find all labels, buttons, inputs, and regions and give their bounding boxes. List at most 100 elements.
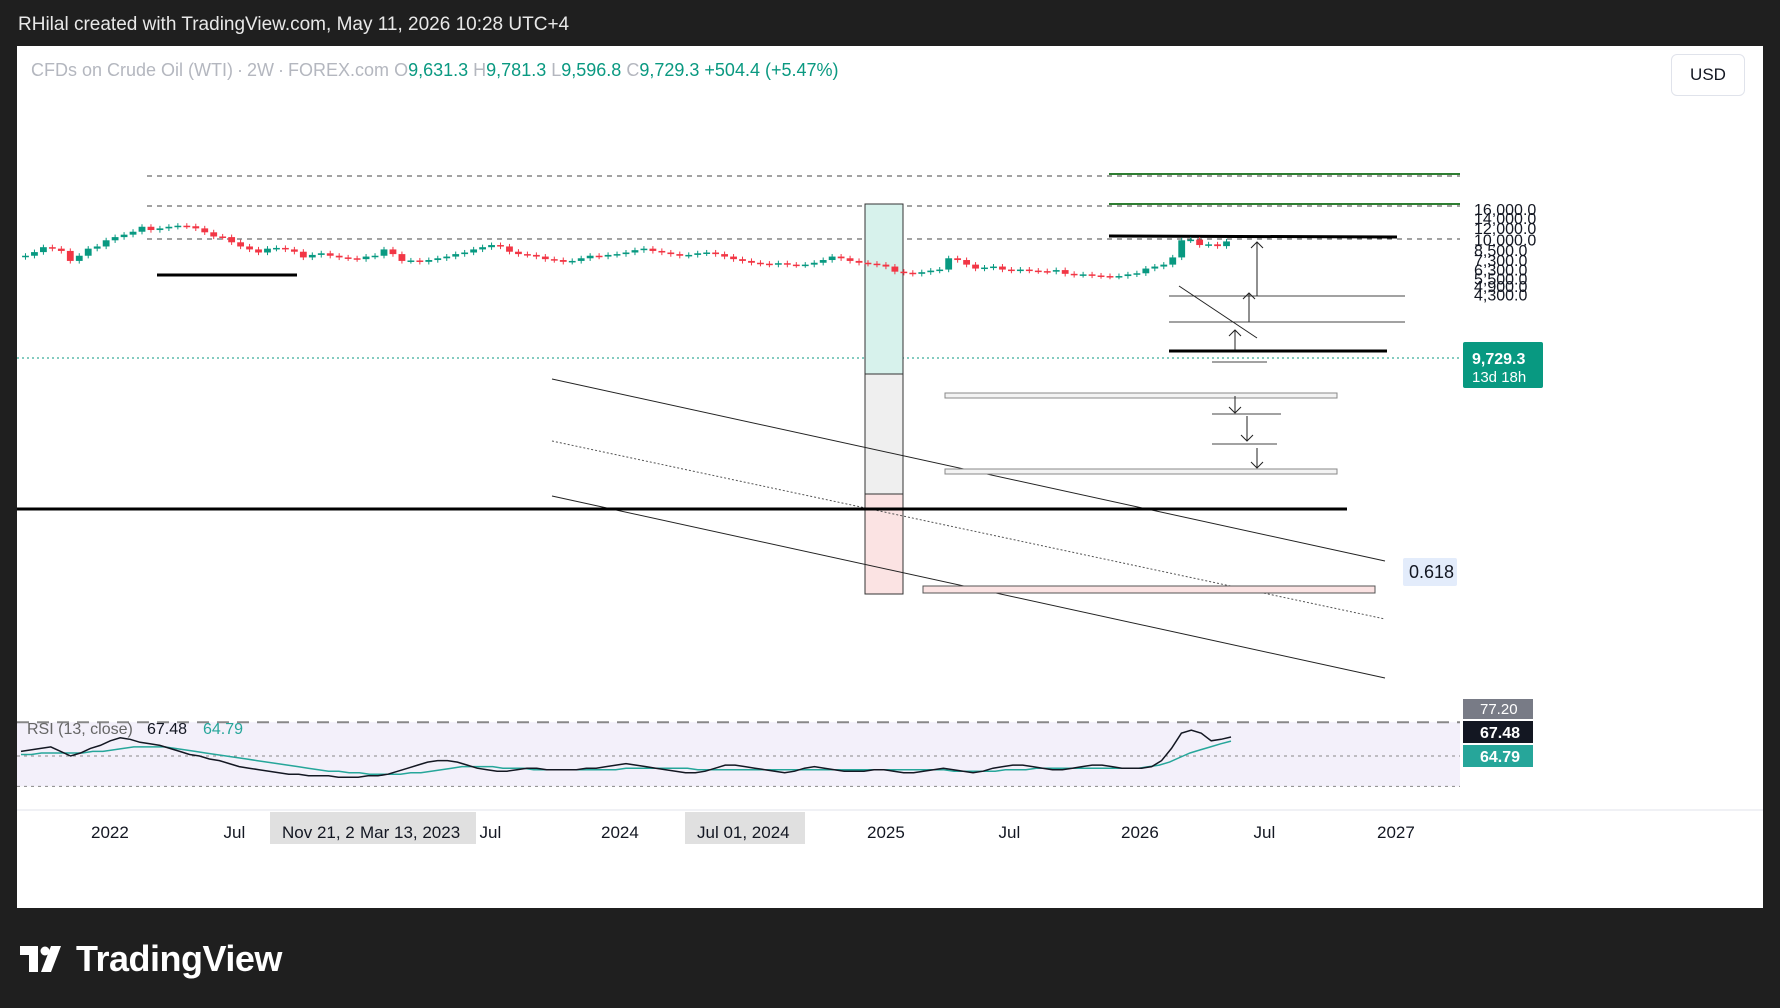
candle-body[interactable] — [954, 258, 962, 261]
candle-body[interactable] — [1052, 270, 1060, 272]
candle-body[interactable] — [470, 249, 478, 253]
candle-body[interactable] — [792, 264, 800, 267]
candle-body[interactable] — [156, 228, 164, 231]
chart-panel[interactable]: 16,000.0 14,000.0 12,000.0 10,000.0 8,500.0 7… — [17, 46, 1763, 908]
candle-body[interactable] — [909, 272, 917, 275]
candle-body[interactable] — [927, 270, 935, 273]
candle-body[interactable] — [353, 258, 361, 260]
candle-body[interactable] — [75, 255, 83, 261]
candle-body[interactable] — [93, 246, 101, 249]
candle-body[interactable] — [290, 249, 298, 252]
candle-body[interactable] — [1169, 257, 1177, 265]
candle-body[interactable] — [308, 254, 316, 258]
candle-body[interactable] — [819, 260, 827, 263]
candle-body[interactable] — [371, 255, 379, 258]
candle-body[interactable] — [1043, 271, 1051, 273]
candle-body[interactable] — [622, 252, 630, 255]
candle-body[interactable] — [129, 231, 137, 235]
candle-body[interactable] — [828, 256, 836, 261]
candle-body[interactable] — [362, 256, 370, 260]
candle-body[interactable] — [228, 237, 236, 243]
currency-button[interactable]: USD — [1671, 54, 1745, 96]
candle-body[interactable] — [282, 247, 289, 250]
candle-body[interactable] — [1061, 270, 1069, 274]
candle-body[interactable] — [649, 248, 657, 251]
candle-body[interactable] — [273, 247, 280, 250]
candle-body[interactable] — [48, 247, 56, 249]
symbol-name[interactable]: CFDs on Crude Oil (WTI) — [31, 60, 234, 80]
candle-body[interactable] — [568, 260, 576, 263]
candle-body[interactable] — [1079, 274, 1087, 276]
candle-body[interactable] — [766, 263, 773, 266]
candle-body[interactable] — [1178, 240, 1186, 258]
candle-body[interactable] — [398, 254, 406, 261]
candle-body[interactable] — [147, 226, 155, 231]
candle-body[interactable] — [595, 255, 603, 258]
candle-body[interactable] — [586, 255, 594, 259]
candle-body[interactable] — [111, 237, 119, 241]
candle-body[interactable] — [174, 225, 182, 228]
candle-body[interactable] — [1025, 269, 1033, 272]
candle-body[interactable] — [667, 252, 675, 255]
candle-body[interactable] — [1205, 244, 1212, 246]
candle-body[interactable] — [183, 225, 191, 228]
candle-body[interactable] — [1115, 276, 1123, 278]
candle-body[interactable] — [344, 257, 352, 259]
candle-body[interactable] — [730, 256, 737, 260]
candle-body[interactable] — [210, 232, 218, 237]
candle-body[interactable] — [981, 267, 988, 270]
candle-body[interactable] — [326, 253, 334, 256]
candle-body[interactable] — [550, 259, 558, 261]
candle-body[interactable] — [532, 254, 540, 257]
candle-body[interactable] — [255, 249, 262, 253]
candle-body[interactable] — [721, 254, 728, 257]
candle-body[interactable] — [577, 258, 585, 261]
tradingview-logo[interactable]: TradingView — [20, 938, 282, 980]
candle-body[interactable] — [192, 226, 200, 229]
candle-body[interactable] — [1088, 274, 1096, 276]
candle-body[interactable] — [452, 254, 460, 257]
candle-body[interactable] — [380, 249, 388, 256]
candle-body[interactable] — [990, 266, 997, 269]
candle-body[interactable] — [515, 251, 522, 255]
candle-body[interactable] — [685, 254, 693, 257]
candle-body[interactable] — [1034, 270, 1042, 273]
candle-body[interactable] — [1187, 239, 1195, 242]
candle-body[interactable] — [1133, 273, 1141, 275]
candle-body[interactable] — [1097, 275, 1105, 277]
candle-body[interactable] — [66, 250, 74, 261]
candle-body[interactable] — [165, 226, 173, 229]
candle-body[interactable] — [201, 228, 209, 233]
interval-label[interactable]: 2W — [247, 60, 275, 80]
candle-body[interactable] — [1106, 276, 1114, 278]
candle-body[interactable] — [1214, 244, 1221, 247]
candle-body[interactable] — [1124, 274, 1132, 277]
candle-body[interactable] — [846, 258, 854, 261]
candle-body[interactable] — [317, 253, 325, 255]
candle-body[interactable] — [497, 245, 504, 247]
candle-body[interactable] — [712, 252, 720, 255]
candle-body[interactable] — [102, 240, 110, 247]
candle-body[interactable] — [237, 242, 244, 247]
candle-body[interactable] — [1223, 241, 1230, 247]
candle-body[interactable] — [748, 260, 755, 263]
candle-body[interactable] — [335, 255, 343, 258]
candle-body[interactable] — [801, 264, 809, 267]
candle-body[interactable] — [488, 245, 495, 248]
candle-body[interactable] — [963, 260, 970, 265]
candle-body[interactable] — [461, 252, 469, 255]
candle-body[interactable] — [972, 264, 979, 269]
candle-body[interactable] — [640, 248, 648, 251]
candle-body[interactable] — [264, 248, 271, 253]
candle-body[interactable] — [541, 256, 549, 260]
candle-body[interactable] — [434, 258, 442, 261]
candle-body[interactable] — [22, 255, 29, 258]
candle-body[interactable] — [443, 256, 451, 259]
candle-body[interactable] — [479, 247, 486, 250]
candle-body[interactable] — [604, 254, 612, 257]
candle-body[interactable] — [945, 258, 953, 270]
candle-body[interactable] — [613, 254, 621, 256]
candle-body[interactable] — [676, 254, 684, 256]
candle-body[interactable] — [783, 263, 791, 265]
candle-body[interactable] — [1151, 266, 1159, 269]
